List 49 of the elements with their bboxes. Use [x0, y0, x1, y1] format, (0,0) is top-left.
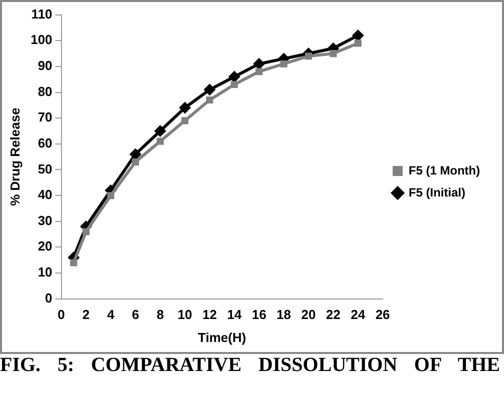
- y-tick-label: 70: [38, 110, 52, 125]
- point: [253, 58, 266, 70]
- point: [82, 228, 90, 236]
- point: [132, 158, 139, 166]
- legend-label: F5 (1 Month): [408, 163, 480, 178]
- caption: FIG. 5: COMPARATIVE DISSOLUTION OF THE: [0, 354, 500, 377]
- y-tick-label: 80: [38, 84, 52, 99]
- point: [156, 138, 164, 145]
- x-tick-label: 16: [252, 307, 266, 322]
- point: [154, 124, 166, 137]
- point: [181, 117, 188, 124]
- x-tick-label: 6: [132, 307, 140, 322]
- x-tick-label: 0: [58, 307, 65, 322]
- y-tick-label: 110: [31, 6, 52, 22]
- point: [178, 102, 191, 114]
- x-tick-label: 14: [227, 307, 242, 322]
- x-axis-title: Time(H): [198, 330, 246, 345]
- y-tick-label: 90: [38, 58, 52, 74]
- x-tick-label: 8: [156, 307, 164, 322]
- x-tick-label: 24: [350, 307, 366, 322]
- y-tick-label: 40: [38, 187, 52, 202]
- y-tick-label: 20: [38, 238, 52, 254]
- x-tick-label: 26: [375, 307, 390, 322]
- y-tick-label: 100: [30, 32, 52, 48]
- x-tick-label: 20: [301, 307, 316, 322]
- point: [107, 192, 114, 200]
- y-tick-label: 0: [45, 290, 52, 306]
- point: [256, 68, 263, 76]
- point: [206, 96, 214, 104]
- y-tick-label: 30: [38, 212, 52, 228]
- point: [354, 40, 362, 47]
- point: [352, 29, 364, 42]
- legend-label: F5 (Initial): [408, 185, 466, 200]
- x-tick-label: 12: [202, 307, 217, 322]
- x-tick-label: 22: [326, 307, 340, 322]
- point: [304, 52, 312, 60]
- point: [204, 84, 216, 96]
- y-tick-label: 60: [38, 135, 52, 150]
- x-tick-label: 2: [82, 307, 90, 322]
- x-tick-label: 4: [107, 307, 116, 322]
- y-tick-label: 10: [38, 264, 52, 280]
- point: [280, 60, 288, 68]
- x-tick-label: 18: [276, 307, 292, 322]
- point: [230, 80, 238, 88]
- y-tick-label: 50: [38, 161, 52, 176]
- x-tick-label: 10: [178, 307, 192, 322]
- point: [330, 50, 337, 58]
- y-axis-title: % Drug Release: [7, 108, 22, 206]
- point: [70, 259, 78, 266]
